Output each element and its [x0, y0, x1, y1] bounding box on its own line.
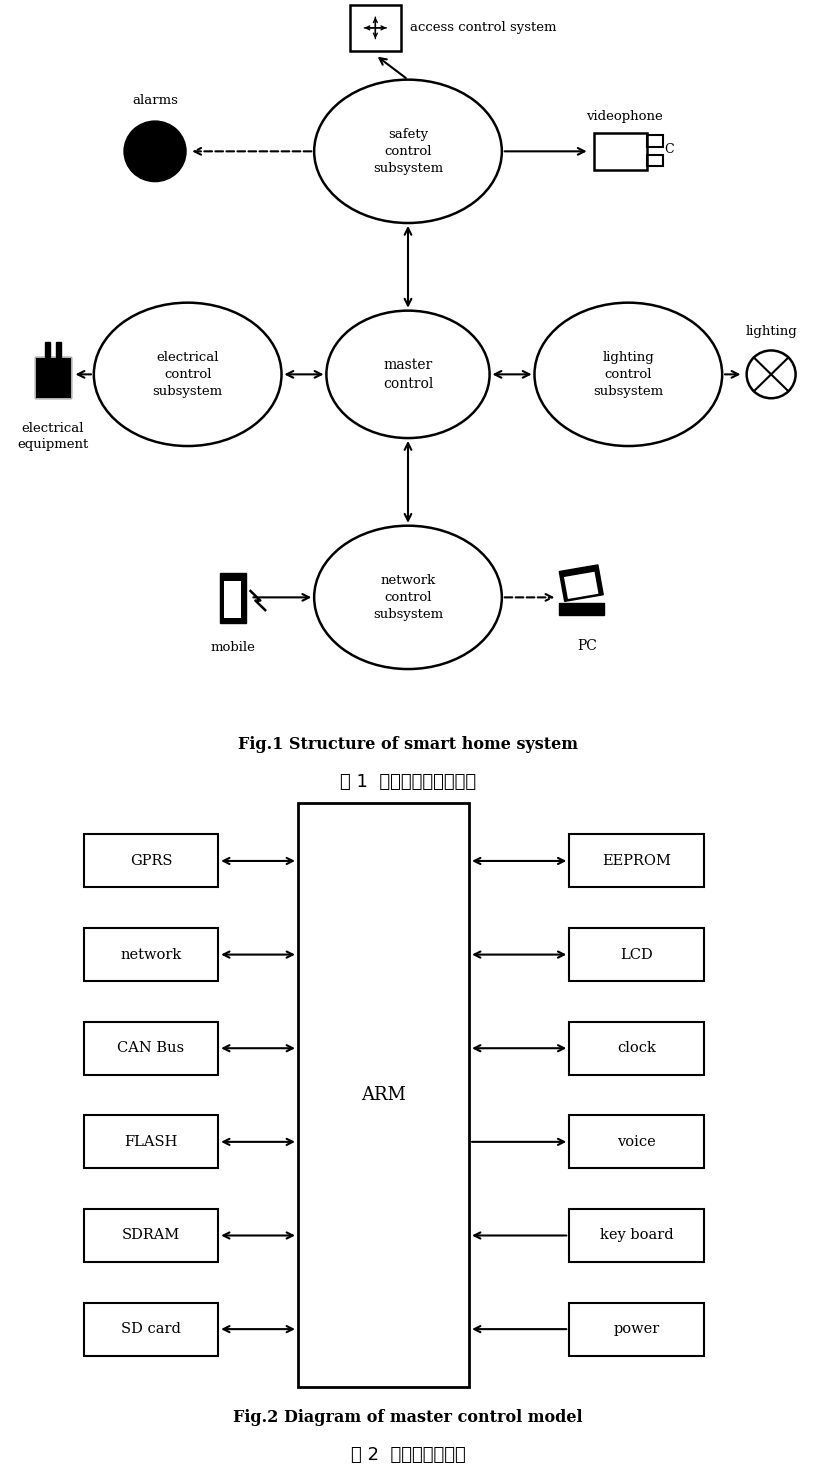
Text: power: power — [614, 1322, 659, 1336]
Bar — [84, 1302, 219, 1356]
Text: lighting
control
subsystem: lighting control subsystem — [593, 351, 663, 398]
Bar — [570, 1302, 704, 1356]
Text: clock: clock — [617, 1041, 656, 1055]
Text: mobile: mobile — [211, 642, 255, 655]
Bar — [45, 342, 50, 357]
Text: alarms: alarms — [132, 94, 178, 106]
Bar — [570, 1210, 704, 1263]
Bar — [350, 4, 401, 52]
Bar — [298, 804, 469, 1386]
Text: network: network — [120, 947, 182, 962]
Text: SD card: SD card — [121, 1322, 181, 1336]
Bar — [84, 928, 219, 981]
Bar — [570, 928, 704, 981]
Bar — [564, 572, 598, 599]
Text: 图 1  智能家居系统的结构: 图 1 智能家居系统的结构 — [340, 773, 476, 791]
Text: videophone: videophone — [586, 111, 663, 124]
Bar — [84, 1210, 219, 1263]
Text: access control system: access control system — [410, 21, 557, 34]
Text: SDRAM: SDRAM — [122, 1229, 180, 1242]
Bar — [570, 1115, 704, 1168]
Text: LCD: LCD — [620, 947, 653, 962]
Bar — [647, 136, 663, 146]
Bar — [84, 1115, 219, 1168]
Text: 图 2  主控模块的框图: 图 2 主控模块的框图 — [351, 1446, 465, 1463]
Bar — [559, 603, 604, 615]
Bar — [220, 574, 246, 622]
Bar — [84, 1022, 219, 1075]
Text: FLASH: FLASH — [124, 1134, 178, 1149]
Bar — [224, 581, 241, 618]
Text: electrical
equipment: electrical equipment — [17, 422, 89, 451]
Circle shape — [124, 121, 186, 181]
Text: voice: voice — [617, 1134, 656, 1149]
Bar — [35, 357, 71, 398]
Text: lighting: lighting — [745, 324, 797, 338]
Bar — [56, 342, 61, 357]
Text: electrical
control
subsystem: electrical control subsystem — [153, 351, 223, 398]
Text: ARM: ARM — [361, 1086, 406, 1105]
Text: Fig.2 Diagram of master control model: Fig.2 Diagram of master control model — [233, 1409, 583, 1426]
Text: C: C — [665, 143, 674, 156]
Text: PC: PC — [578, 639, 597, 653]
Text: EEPROM: EEPROM — [602, 854, 671, 867]
Text: safety
control
subsystem: safety control subsystem — [373, 128, 443, 176]
Bar — [570, 835, 704, 888]
Bar — [559, 565, 603, 602]
Text: Fig.1 Structure of smart home system: Fig.1 Structure of smart home system — [238, 736, 578, 754]
Bar — [570, 1022, 704, 1075]
Bar — [35, 357, 71, 398]
Text: key board: key board — [600, 1229, 673, 1242]
Text: network
control
subsystem: network control subsystem — [373, 574, 443, 621]
Bar — [84, 835, 219, 888]
Text: GPRS: GPRS — [130, 854, 172, 867]
Bar — [593, 133, 647, 170]
Text: master
control: master control — [383, 358, 433, 391]
Bar — [647, 155, 663, 167]
Text: CAN Bus: CAN Bus — [118, 1041, 184, 1055]
